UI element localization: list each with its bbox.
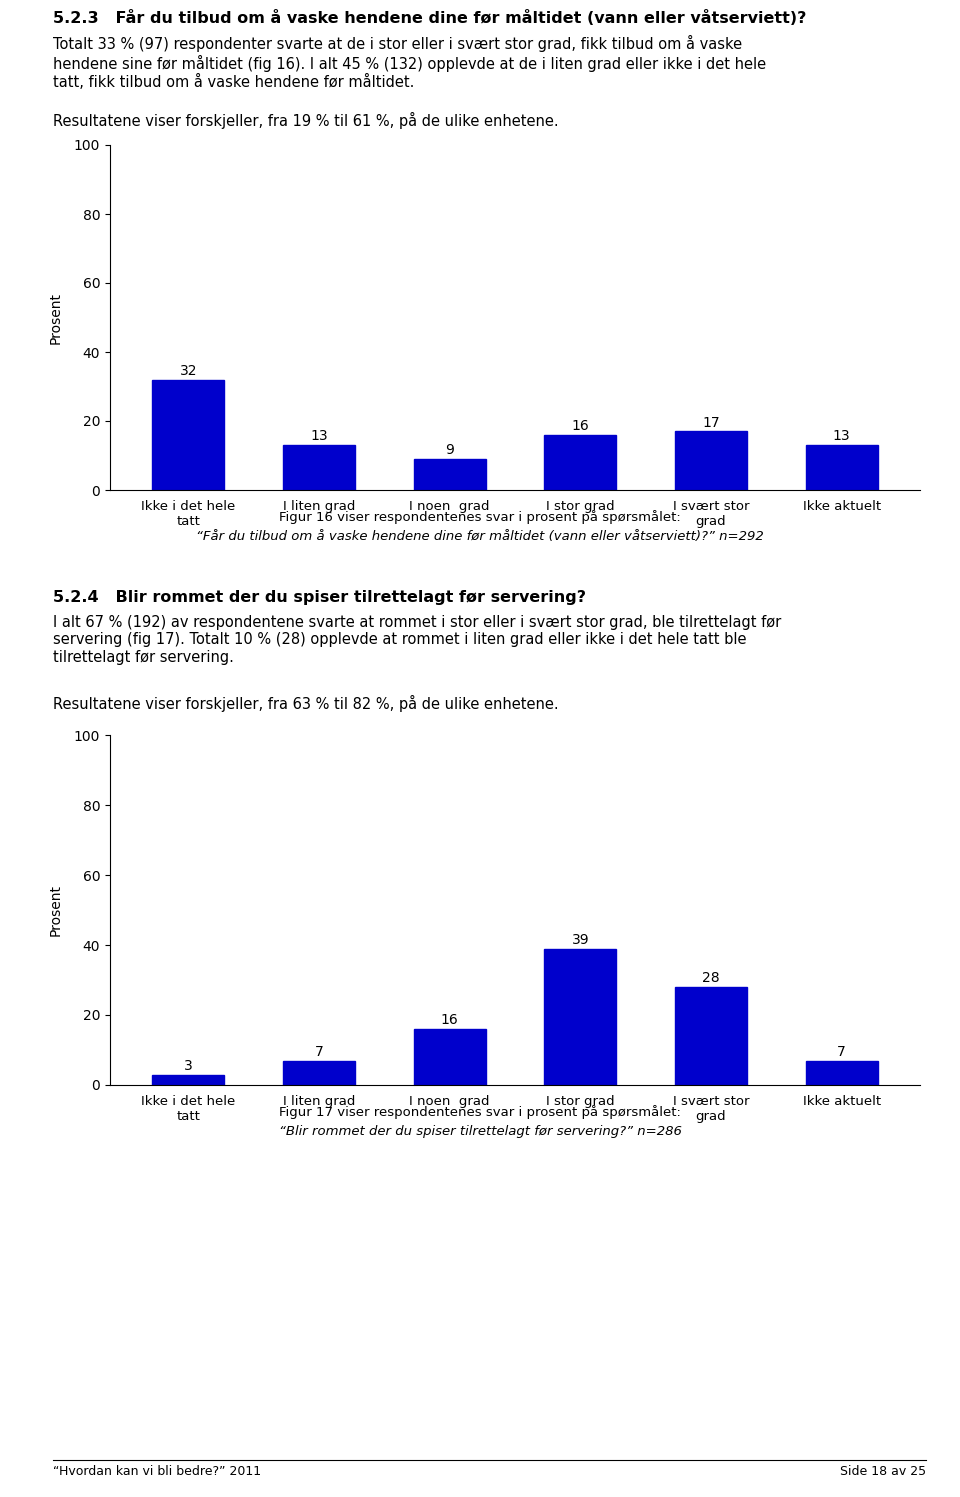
Bar xyxy=(805,445,877,490)
Y-axis label: Prosent: Prosent xyxy=(49,292,62,343)
Text: Figur 17 viser respondentenes svar i prosent på spørsmålet:: Figur 17 viser respondentenes svar i pro… xyxy=(279,1105,681,1118)
Text: Resultatene viser forskjeller, fra 63 % til 82 %, på de ulike enhetene.: Resultatene viser forskjeller, fra 63 % … xyxy=(53,695,559,713)
Bar xyxy=(414,460,486,490)
Text: I alt 67 % (192) av respondentene svarte at rommet i stor eller i svært stor gra: I alt 67 % (192) av respondentene svarte… xyxy=(53,615,781,665)
Bar xyxy=(153,380,225,490)
Text: 32: 32 xyxy=(180,364,197,377)
Text: 16: 16 xyxy=(441,1013,459,1027)
Text: 17: 17 xyxy=(702,416,720,430)
Bar xyxy=(283,1060,355,1085)
Text: 7: 7 xyxy=(837,1045,846,1058)
Text: 3: 3 xyxy=(184,1058,193,1073)
Bar xyxy=(283,445,355,490)
Text: Side 18 av 25: Side 18 av 25 xyxy=(840,1466,926,1478)
Bar xyxy=(544,434,616,490)
Y-axis label: Prosent: Prosent xyxy=(49,885,62,936)
Text: Figur 16 viser respondentenes svar i prosent på spørsmålet:: Figur 16 viser respondentenes svar i pro… xyxy=(279,510,681,524)
Text: 39: 39 xyxy=(571,933,589,946)
Bar xyxy=(414,1028,486,1085)
Text: 5.2.4   Blir rommet der du spiser tilrettelagt før servering?: 5.2.4 Blir rommet der du spiser tilrette… xyxy=(53,590,586,605)
Bar xyxy=(544,949,616,1085)
Text: 13: 13 xyxy=(310,430,328,443)
Text: Totalt 33 % (97) respondenter svarte at de i stor eller i svært stor grad, fikk : Totalt 33 % (97) respondenter svarte at … xyxy=(53,34,766,90)
Text: “Blir rommet der du spiser tilrettelagt før servering?” n=286: “Blir rommet der du spiser tilrettelagt … xyxy=(278,1126,682,1138)
Bar xyxy=(675,431,747,490)
Text: 28: 28 xyxy=(702,972,720,985)
Text: 7: 7 xyxy=(315,1045,324,1058)
Bar xyxy=(153,1075,225,1085)
Bar xyxy=(805,1060,877,1085)
Text: 5.2.3   Får du tilbud om å vaske hendene dine før måltidet (vann eller våtservie: 5.2.3 Får du tilbud om å vaske hendene d… xyxy=(53,10,806,25)
Text: “Hvordan kan vi bli bedre?” 2011: “Hvordan kan vi bli bedre?” 2011 xyxy=(53,1466,261,1478)
Bar xyxy=(675,987,747,1085)
Text: 16: 16 xyxy=(571,419,589,433)
Text: “Får du tilbud om å vaske hendene dine før måltidet (vann eller våtserviett)?” n: “Får du tilbud om å vaske hendene dine f… xyxy=(196,530,764,543)
Text: 9: 9 xyxy=(445,443,454,457)
Text: 13: 13 xyxy=(833,430,851,443)
Text: Resultatene viser forskjeller, fra 19 % til 61 %, på de ulike enhetene.: Resultatene viser forskjeller, fra 19 % … xyxy=(53,112,559,129)
